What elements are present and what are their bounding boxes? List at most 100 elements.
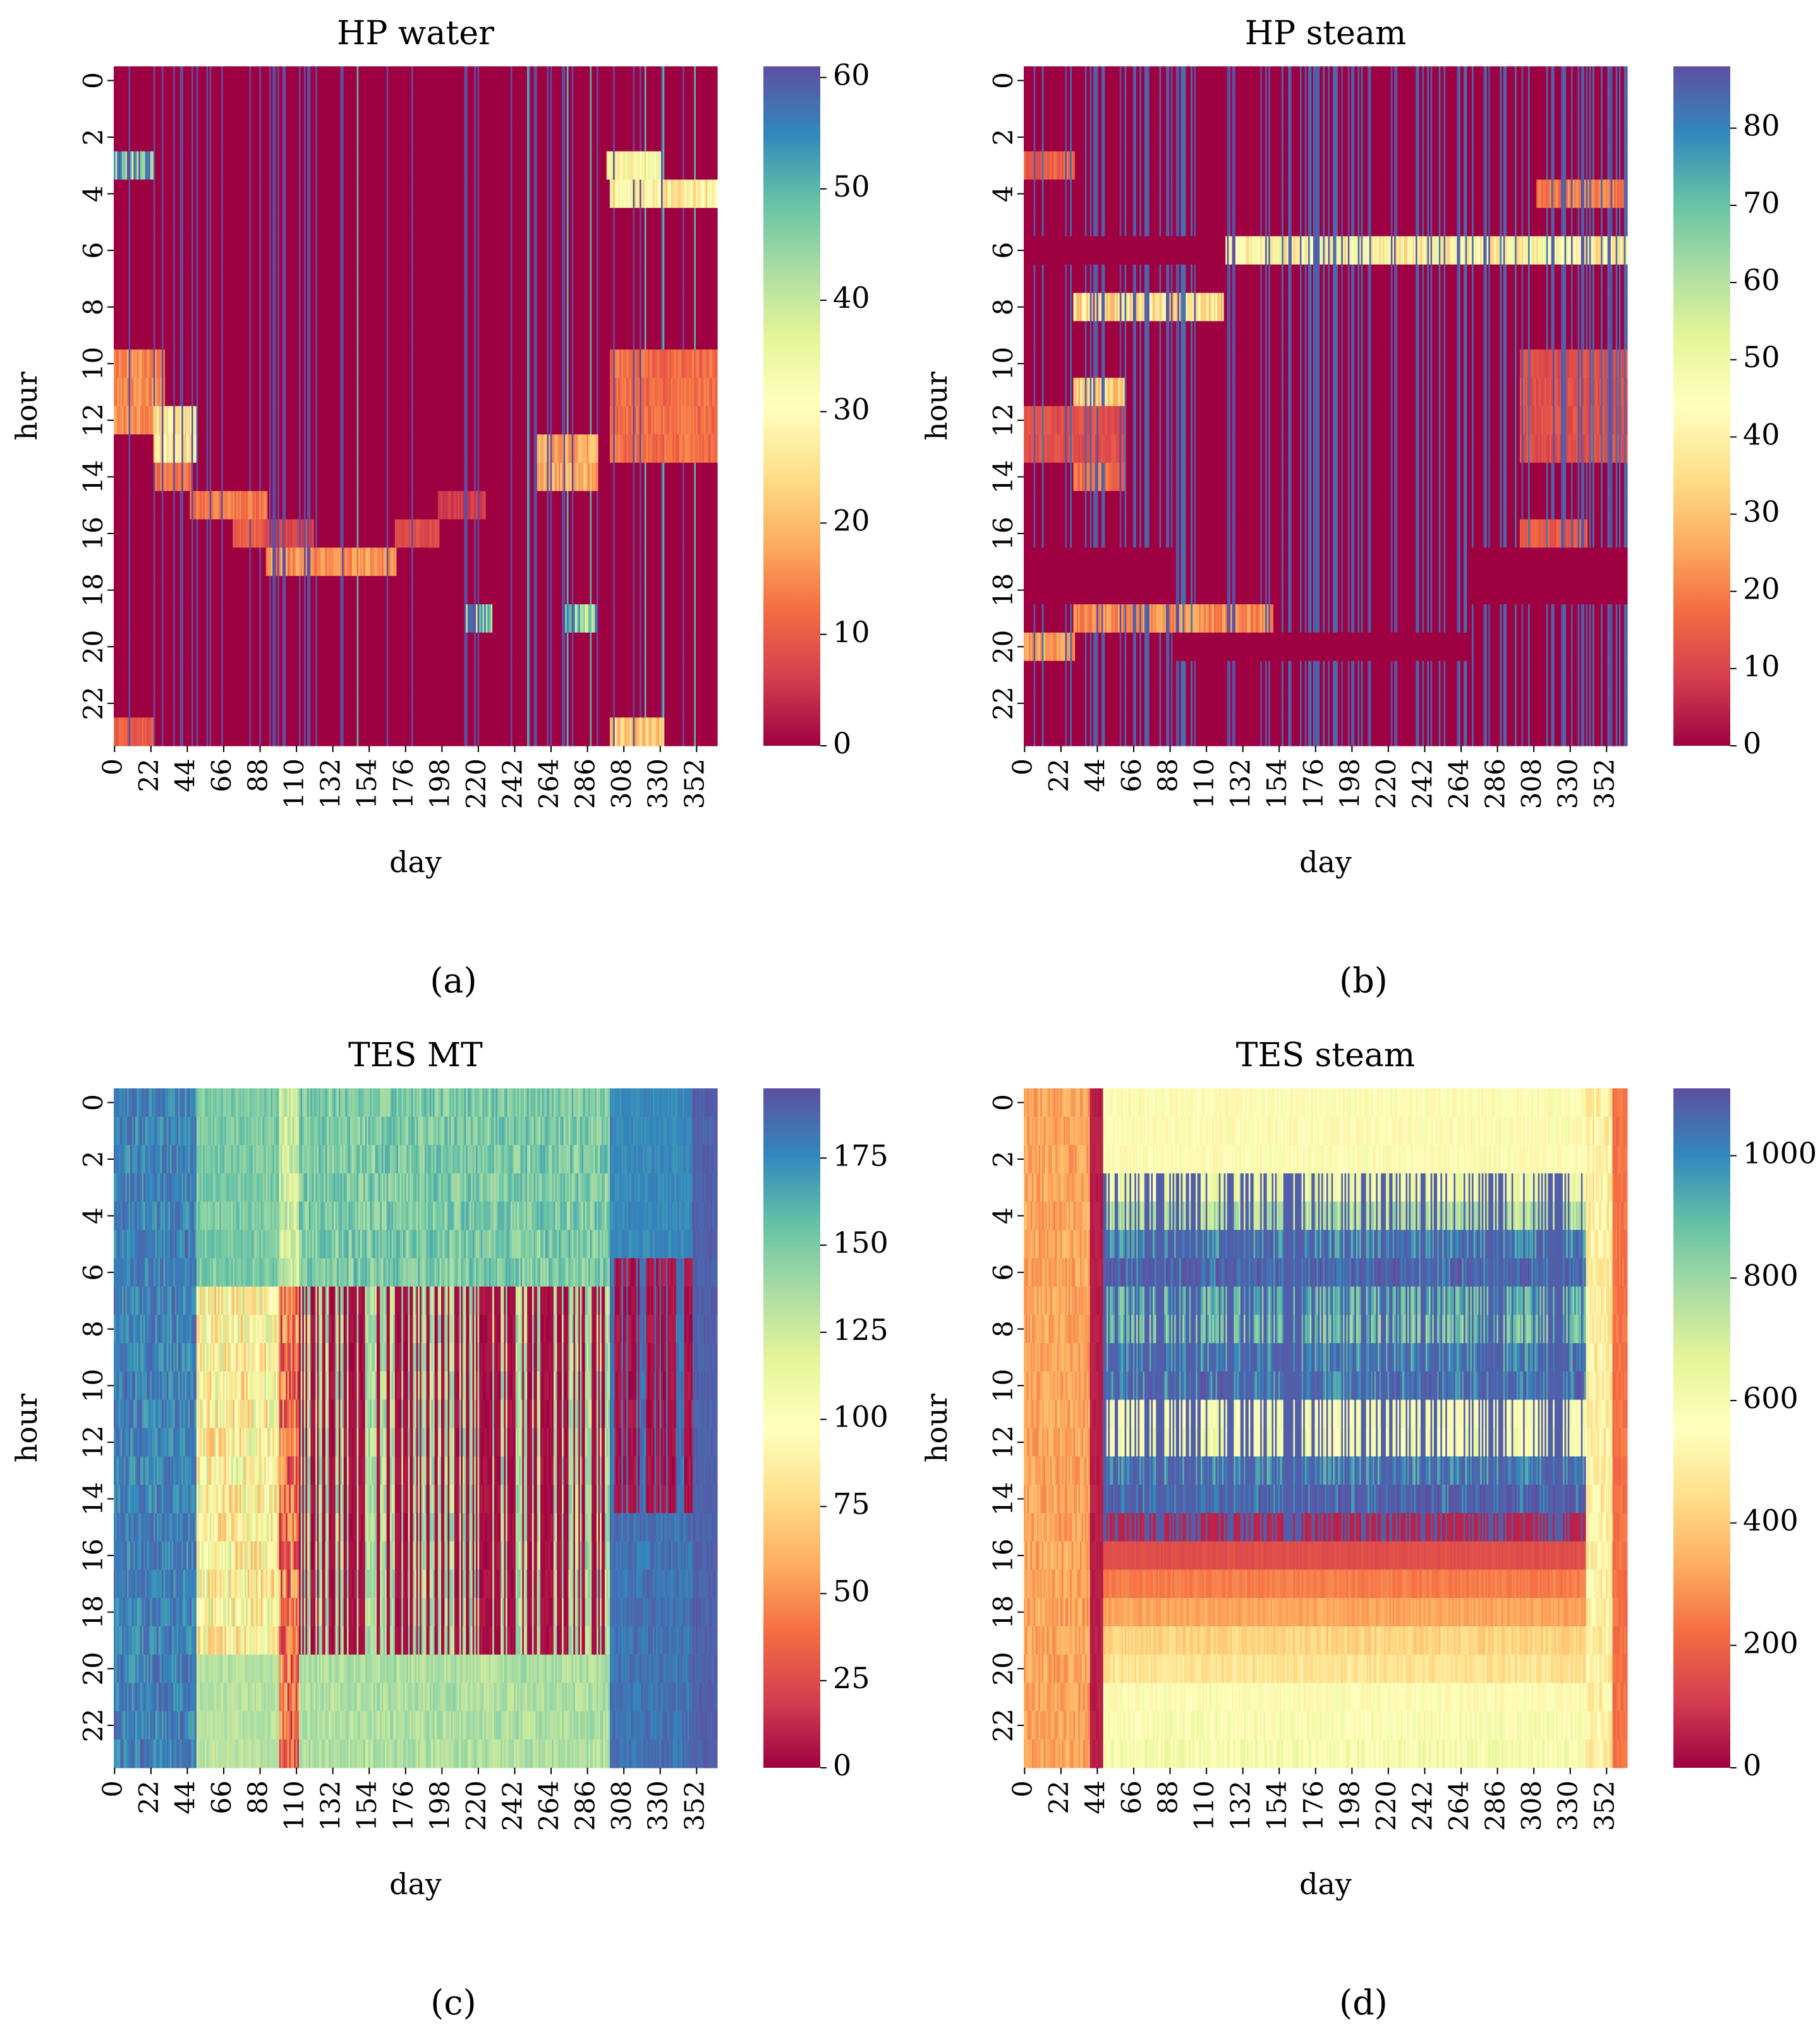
- heatmap-cell: [345, 632, 348, 662]
- heatmap-cell: [287, 434, 289, 463]
- heatmap-cell: [176, 349, 179, 379]
- heatmap-cell: [391, 717, 394, 746]
- heatmap-cell: [286, 576, 288, 605]
- heatmap-cell: [399, 434, 402, 463]
- heatmap-cell: [399, 632, 402, 662]
- heatmap-cell: [267, 123, 270, 152]
- heatmap-cell: [198, 632, 200, 662]
- heatmap-cell: [292, 434, 294, 463]
- heatmap-cell: [150, 576, 152, 605]
- heatmap-cell: [307, 377, 310, 407]
- heatmap-cell: [310, 434, 313, 463]
- heatmap-cell: [378, 576, 380, 605]
- heatmap-cell: [254, 151, 257, 180]
- heatmap-cell: [353, 179, 356, 209]
- heatmap-cell: [297, 264, 300, 293]
- heatmap-cell: [333, 632, 336, 662]
- heatmap-cell: [423, 717, 425, 746]
- heatmap-cell: [247, 94, 250, 124]
- heatmap-cell: [195, 123, 197, 152]
- heatmap-cell: [439, 179, 442, 209]
- heatmap-cell: [317, 490, 320, 520]
- heatmap-cell: [348, 123, 351, 152]
- heatmap-cell: [246, 179, 248, 209]
- heatmap-cell: [408, 94, 410, 124]
- heatmap-cell: [299, 94, 301, 124]
- heatmap-cell: [231, 293, 233, 322]
- heatmap-cell: [269, 632, 272, 662]
- heatmap-cell: [431, 151, 434, 180]
- heatmap-cell: [114, 689, 116, 718]
- heatmap-cell: [155, 660, 157, 690]
- heatmap-cell: [286, 406, 288, 435]
- heatmap-cell: [318, 576, 321, 605]
- heatmap-cell: [310, 123, 313, 152]
- heatmap-cell: [428, 689, 430, 718]
- heatmap-cell: [222, 717, 225, 746]
- heatmap-cell: [394, 490, 397, 520]
- heatmap-cell: [282, 463, 285, 492]
- heatmap-cell: [209, 151, 212, 180]
- heatmap-cell: [368, 151, 371, 180]
- heatmap-cell: [287, 179, 289, 209]
- heatmap-cell: [360, 660, 363, 690]
- heatmap-cell: [361, 377, 364, 407]
- heatmap-cell: [214, 689, 217, 718]
- heatmap-cell: [265, 689, 268, 718]
- heatmap-cell: [386, 463, 389, 492]
- heatmap-cell: [126, 519, 130, 549]
- heatmap-cell: [216, 406, 219, 435]
- heatmap-cell: [191, 660, 194, 690]
- heatmap-cell: [281, 207, 283, 237]
- heatmap-cell: [437, 377, 440, 407]
- heatmap-cell: [381, 434, 384, 463]
- heatmap-cell: [122, 151, 124, 180]
- heatmap-cell: [169, 406, 173, 435]
- heatmap-cell: [351, 604, 354, 633]
- heatmap-cell: [190, 490, 192, 520]
- heatmap-cell: [257, 94, 260, 124]
- heatmap-cell: [399, 717, 402, 746]
- heatmap-cell: [203, 321, 205, 350]
- heatmap-cell: [169, 179, 173, 209]
- heatmap-cell: [190, 463, 192, 492]
- heatmap-cell: [256, 604, 258, 633]
- heatmap-cell: [138, 321, 141, 350]
- heatmap-cell: [424, 632, 427, 662]
- heatmap-cell: [399, 490, 402, 520]
- heatmap-cell: [252, 123, 255, 152]
- heatmap-cell: [411, 321, 414, 350]
- heatmap-cell: [272, 123, 275, 152]
- heatmap-cell: [286, 660, 288, 690]
- heatmap-cell: [335, 490, 337, 520]
- heatmap-cell: [332, 236, 334, 265]
- heatmap-cell: [277, 689, 280, 718]
- heatmap-cell: [437, 94, 440, 124]
- heatmap-cell: [130, 604, 133, 633]
- heatmap-cell: [429, 660, 432, 690]
- heatmap-cell: [135, 519, 138, 549]
- heatmap-cell: [367, 547, 369, 576]
- heatmap-cell: [236, 179, 238, 209]
- heatmap-cell: [254, 236, 257, 265]
- heatmap-cell: [138, 151, 141, 180]
- heatmap-cell: [260, 490, 264, 520]
- heatmap-cell: [176, 717, 179, 746]
- heatmap-cell: [217, 349, 221, 379]
- heatmap-cell: [393, 123, 396, 152]
- heatmap-cell: [372, 236, 374, 265]
- heatmap-cell: [313, 519, 316, 549]
- heatmap-cell: [201, 434, 203, 463]
- heatmap-cell: [389, 717, 392, 746]
- heatmap-cell: [329, 293, 331, 322]
- heatmap-cell: [343, 490, 346, 520]
- heatmap-cell: [186, 179, 189, 209]
- heatmap-cell: [356, 94, 359, 124]
- heatmap-cell: [256, 434, 258, 463]
- heatmap-cell: [292, 151, 294, 180]
- heatmap-cell: [247, 293, 250, 322]
- heatmap-cell: [276, 151, 278, 180]
- heatmap-cell: [161, 604, 164, 633]
- heatmap-cell: [361, 179, 364, 209]
- heatmap-cell: [217, 463, 221, 492]
